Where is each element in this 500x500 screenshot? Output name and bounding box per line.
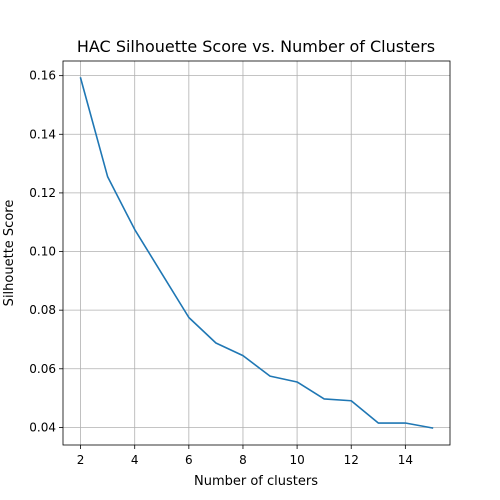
x-tick-label: 6 bbox=[185, 453, 193, 467]
y-tick-label: 0.12 bbox=[29, 186, 56, 200]
y-tick-label: 0.08 bbox=[29, 303, 56, 317]
x-tick-label: 4 bbox=[131, 453, 139, 467]
x-axis-ticks: 2 4 6 8 10 12 14 bbox=[77, 445, 413, 467]
x-tick-label: 12 bbox=[344, 453, 359, 467]
y-tick-label: 0.04 bbox=[29, 420, 56, 434]
y-tick-label: 0.14 bbox=[29, 127, 56, 141]
x-tick-label: 8 bbox=[239, 453, 247, 467]
x-tick-label: 10 bbox=[289, 453, 304, 467]
series-layer bbox=[79, 77, 434, 429]
series-line bbox=[79, 77, 434, 429]
y-axis-label: Silhouette Score bbox=[2, 200, 17, 307]
y-tick-label: 0.06 bbox=[29, 362, 56, 376]
y-tick-label: 0.16 bbox=[29, 69, 56, 83]
grid-lines bbox=[63, 61, 450, 445]
chart-title: HAC Silhouette Score vs. Number of Clust… bbox=[77, 37, 435, 56]
x-tick-label: 14 bbox=[398, 453, 413, 467]
x-tick-label: 2 bbox=[77, 453, 85, 467]
y-tick-label: 0.10 bbox=[29, 245, 56, 259]
plot-frame bbox=[62, 60, 451, 446]
x-axis-label: Number of clusters bbox=[194, 474, 318, 489]
plot-area-background bbox=[63, 61, 450, 445]
y-axis-ticks: 0.04 0.06 0.08 0.10 0.12 0.14 0.16 bbox=[29, 69, 63, 434]
